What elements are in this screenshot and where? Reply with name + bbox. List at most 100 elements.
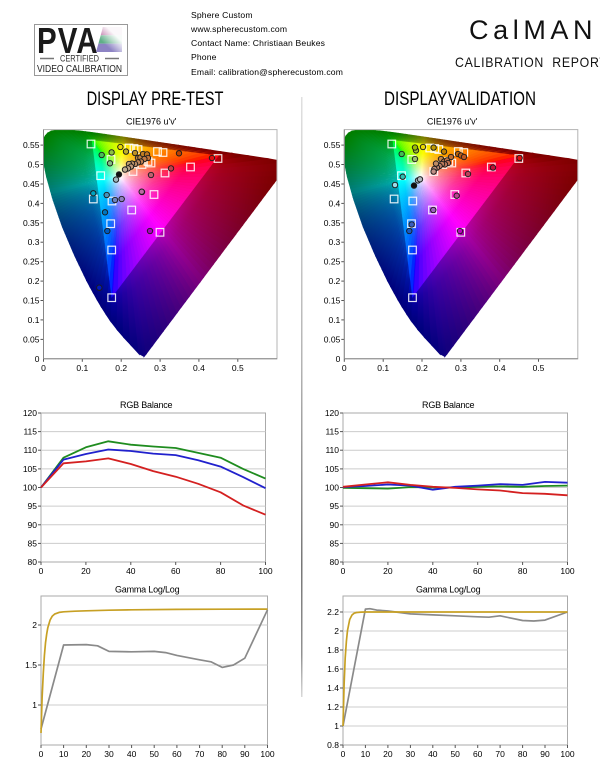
svg-text:80: 80 [518,749,528,759]
svg-text:0.4: 0.4 [328,198,340,208]
svg-text:85: 85 [28,538,38,548]
svg-text:115: 115 [325,427,339,437]
svg-text:30: 30 [406,749,416,759]
svg-text:80: 80 [518,566,528,576]
svg-text:VIDEO CALIBRATION: VIDEO CALIBRATION [37,64,122,75]
svg-text:0.2: 0.2 [28,276,40,286]
svg-text:0.3: 0.3 [28,237,40,247]
svg-text:0.5: 0.5 [328,160,340,170]
svg-text:80: 80 [217,749,227,759]
svg-text:20: 20 [82,749,92,759]
svg-text:100: 100 [260,749,274,759]
svg-text:0: 0 [342,363,347,373]
svg-text:CIE1976 u'v': CIE1976 u'v' [126,117,177,127]
svg-text:100: 100 [258,566,272,576]
svg-text:0.35: 0.35 [23,218,40,228]
svg-text:60: 60 [473,749,483,759]
svg-text:0.2: 0.2 [115,363,127,373]
svg-text:30: 30 [104,749,114,759]
svg-text:100: 100 [23,483,37,493]
svg-text:70: 70 [195,749,205,759]
svg-text:Gamma Log/Log: Gamma Log/Log [115,585,180,595]
svg-text:0.3: 0.3 [154,363,166,373]
svg-text:0.25: 0.25 [324,257,341,267]
svg-text:105: 105 [23,464,37,474]
svg-text:0.55: 0.55 [23,140,40,150]
svg-text:40: 40 [126,566,136,576]
svg-text:20: 20 [383,566,393,576]
svg-text:95: 95 [28,501,38,511]
svg-text:95: 95 [330,501,340,511]
svg-text:0: 0 [35,354,40,364]
svg-text:105: 105 [325,464,339,474]
svg-text:100: 100 [560,566,574,576]
svg-text:0: 0 [341,749,346,759]
svg-text:10: 10 [361,749,371,759]
svg-text:40: 40 [127,749,137,759]
svg-text:60: 60 [172,749,182,759]
svg-text:CIE1976 u'v': CIE1976 u'v' [427,117,478,127]
svg-text:0.45: 0.45 [324,179,341,189]
svg-text:0.5: 0.5 [533,363,545,373]
svg-text:85: 85 [330,538,340,548]
svg-text:115: 115 [23,427,37,437]
svg-text:0.1: 0.1 [377,363,389,373]
svg-text:1.8: 1.8 [327,645,339,655]
svg-text:1.6: 1.6 [327,664,339,674]
svg-text:0.8: 0.8 [327,740,339,750]
svg-text:80: 80 [28,557,38,567]
svg-text:90: 90 [330,520,340,530]
svg-text:0.45: 0.45 [23,179,40,189]
svg-text:0.4: 0.4 [193,363,205,373]
svg-text:0.2: 0.2 [328,276,340,286]
svg-text:0.4: 0.4 [28,198,40,208]
svg-text:0.4: 0.4 [494,363,506,373]
svg-text:0.5: 0.5 [28,160,40,170]
svg-text:CERTIFIED: CERTIFIED [60,54,99,64]
svg-text:90: 90 [540,749,550,759]
svg-text:70: 70 [495,749,505,759]
svg-text:100: 100 [325,483,339,493]
svg-text:20: 20 [81,566,91,576]
svg-text:PVA: PVA [37,24,98,61]
svg-text:0.35: 0.35 [324,218,341,228]
svg-text:100: 100 [560,749,574,759]
svg-text:0.55: 0.55 [324,140,341,150]
svg-text:2: 2 [32,620,37,630]
svg-text:40: 40 [428,749,438,759]
svg-text:RGB Balance: RGB Balance [422,400,475,410]
svg-text:2.2: 2.2 [327,607,339,617]
svg-text:1.5: 1.5 [25,660,37,670]
svg-text:20: 20 [383,749,393,759]
svg-text:120: 120 [23,408,37,418]
svg-text:0.3: 0.3 [328,237,340,247]
svg-text:0.1: 0.1 [28,315,40,325]
svg-text:10: 10 [59,749,69,759]
svg-text:1: 1 [334,721,339,731]
svg-text:0.05: 0.05 [324,334,341,344]
svg-text:60: 60 [171,566,181,576]
svg-text:50: 50 [149,749,159,759]
svg-text:90: 90 [28,520,38,530]
svg-text:0: 0 [341,566,346,576]
svg-text:2: 2 [334,626,339,636]
svg-text:90: 90 [240,749,250,759]
svg-text:0.3: 0.3 [455,363,467,373]
svg-text:0: 0 [336,354,341,364]
svg-text:60: 60 [473,566,483,576]
svg-text:1: 1 [32,700,37,710]
svg-text:0.05: 0.05 [23,334,40,344]
svg-text:0.15: 0.15 [23,296,40,306]
svg-text:0: 0 [39,566,44,576]
svg-text:80: 80 [330,557,340,567]
svg-text:1.4: 1.4 [327,683,339,693]
svg-text:80: 80 [216,566,226,576]
svg-text:0: 0 [39,749,44,759]
svg-text:0.5: 0.5 [232,363,244,373]
svg-text:1.2: 1.2 [327,702,339,712]
svg-text:0.25: 0.25 [23,257,40,267]
svg-text:120: 120 [325,408,339,418]
svg-text:0.1: 0.1 [76,363,88,373]
svg-text:0.15: 0.15 [324,296,341,306]
svg-text:Gamma Log/Log: Gamma Log/Log [416,585,481,595]
